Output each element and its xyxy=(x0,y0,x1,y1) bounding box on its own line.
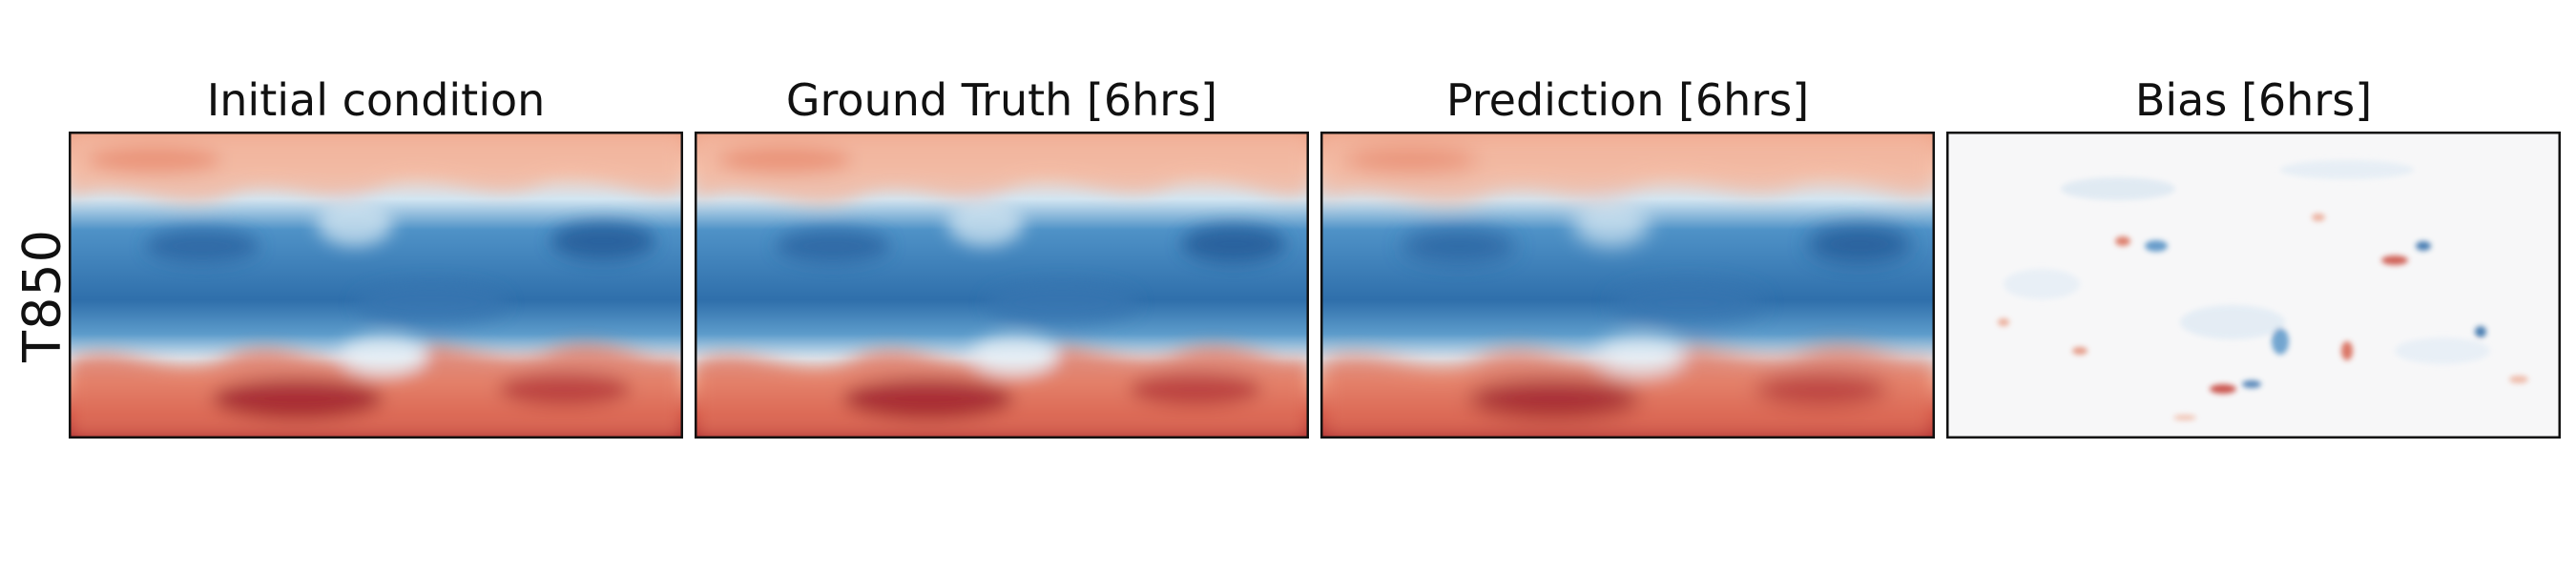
panel-initial-condition: Initial condition xyxy=(69,74,683,439)
panel-title: Prediction [6hrs] xyxy=(1445,74,1810,126)
row-label-t850: T850 xyxy=(11,219,73,372)
temperature-map-prediction xyxy=(1320,132,1935,439)
row-label-text: T850 xyxy=(11,228,73,363)
panel-title: Initial condition xyxy=(206,74,546,126)
panel-title: Bias [6hrs] xyxy=(2134,74,2373,126)
panel-prediction: Prediction [6hrs] xyxy=(1320,74,1935,439)
temperature-map-ground-truth xyxy=(695,132,1309,439)
panel-ground-truth: Ground Truth [6hrs] xyxy=(695,74,1309,439)
temperature-map-initial xyxy=(69,132,683,439)
panel-title: Ground Truth [6hrs] xyxy=(785,74,1218,126)
panel-bias: Bias [6hrs] xyxy=(1946,74,2561,439)
bias-map xyxy=(1946,132,2561,439)
